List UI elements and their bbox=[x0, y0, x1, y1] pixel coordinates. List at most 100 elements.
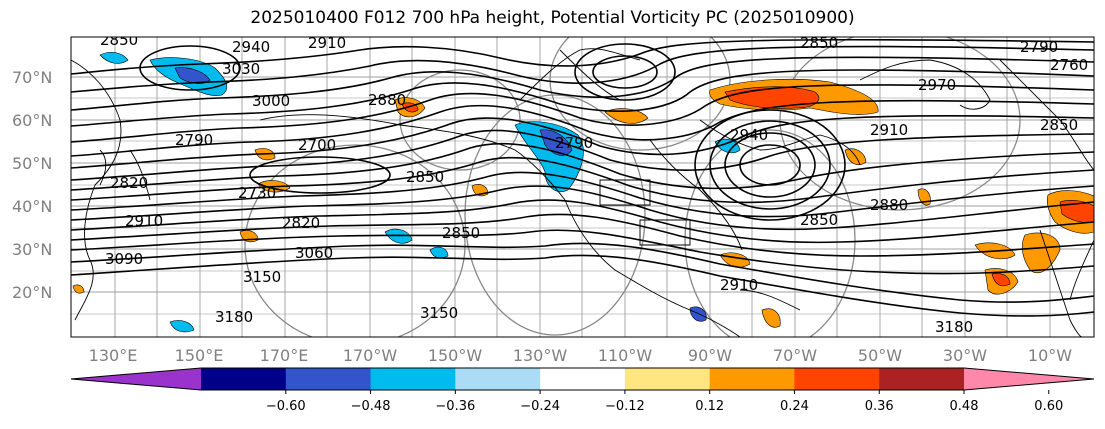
colorbar-swatch bbox=[709, 368, 795, 390]
colorbar: −0.60 −0.48 −0.36 −0.24 −0.12 0.12 0.24 0.36 0.4… bbox=[70, 367, 1095, 414]
colorbar-swatch bbox=[964, 368, 1094, 390]
contour-label: 3090 bbox=[105, 250, 143, 268]
colorbar-swatch bbox=[455, 368, 541, 390]
lat-label: 60°N bbox=[12, 111, 52, 130]
lon-label: 150°W bbox=[428, 346, 483, 365]
height-contour bbox=[71, 213, 1094, 257]
contour-label: 3030 bbox=[222, 60, 260, 78]
colorbar-outline bbox=[70, 367, 1095, 391]
map-title: 2025010400 F012 700 hPa height, Potentia… bbox=[250, 8, 855, 28]
colorbar-swatch bbox=[540, 368, 626, 390]
contour-label: 2850 bbox=[800, 211, 838, 229]
contour-label: 3180 bbox=[935, 318, 973, 336]
height-contour bbox=[592, 55, 658, 89]
contour-label: 2910 bbox=[125, 212, 163, 230]
contour-label: 2850 bbox=[406, 168, 444, 186]
height-contour bbox=[71, 199, 1094, 244]
height-contour bbox=[724, 132, 816, 198]
lat-label: 20°N bbox=[12, 283, 52, 302]
contour-label: 2790 bbox=[175, 131, 213, 149]
pv-area bbox=[174, 67, 211, 84]
contour-label: 2730 bbox=[238, 184, 276, 202]
height-contour bbox=[71, 45, 1094, 93]
height-contour bbox=[71, 242, 1094, 303]
colorbar-swatch bbox=[285, 368, 372, 390]
contour-label: 2790 bbox=[555, 134, 593, 152]
colorbar-tick-label: −0.60 bbox=[266, 399, 306, 414]
colorbar-swatch bbox=[71, 368, 201, 390]
height-contour bbox=[71, 142, 1094, 191]
height-contour bbox=[71, 156, 1094, 204]
pv-area bbox=[1059, 200, 1094, 223]
lon-label: 110°W bbox=[598, 346, 653, 365]
pv-negative-areas bbox=[99, 51, 741, 333]
pv-area bbox=[604, 108, 649, 124]
height-contour bbox=[574, 43, 676, 101]
contour-label: 3180 bbox=[215, 308, 253, 326]
height-contour bbox=[739, 144, 801, 186]
lon-label: 130°W bbox=[513, 346, 568, 365]
colorbar-swatch bbox=[794, 368, 880, 390]
colorbar-swatch bbox=[370, 368, 456, 390]
coastlines bbox=[71, 48, 1094, 337]
lon-label: 90°W bbox=[688, 346, 732, 365]
height-contour bbox=[71, 99, 1094, 157]
height-contour bbox=[71, 254, 1094, 317]
height-contour bbox=[694, 109, 846, 221]
lat-label: 70°N bbox=[12, 68, 52, 87]
height-contours bbox=[71, 38, 1094, 317]
colorbar-tick-label: 0.48 bbox=[950, 399, 979, 414]
contour-label: 3060 bbox=[295, 244, 333, 262]
pv-area bbox=[169, 320, 195, 333]
height-contour bbox=[139, 45, 241, 91]
contour-label: 2940 bbox=[730, 126, 768, 144]
colorbar-tick-label: −0.24 bbox=[520, 399, 560, 414]
pv-area bbox=[72, 284, 85, 294]
height-contour bbox=[71, 185, 1094, 231]
contour-labels: 2850 2940 2910 3030 3000 2880 2850 2970 … bbox=[100, 31, 1088, 336]
pv-area bbox=[714, 138, 741, 154]
contour-label: 2910 bbox=[308, 34, 346, 52]
contour-label: 2850 bbox=[800, 34, 838, 52]
height-contour bbox=[71, 114, 1094, 169]
height-contour bbox=[709, 120, 831, 210]
colorbar-tick-label: 0.12 bbox=[695, 399, 724, 414]
height-contour bbox=[71, 84, 1094, 143]
lat-label: 40°N bbox=[12, 197, 52, 216]
lat-label: 30°N bbox=[12, 240, 52, 259]
colorbar-tick-label: 0.24 bbox=[780, 399, 809, 414]
pv-area bbox=[514, 121, 584, 192]
height-contour bbox=[71, 129, 1094, 181]
contour-label: 2910 bbox=[720, 276, 758, 294]
pv-area bbox=[689, 306, 707, 322]
height-contour bbox=[71, 38, 1094, 75]
lon-label: 50°W bbox=[858, 346, 902, 365]
range-rings bbox=[244, 37, 1021, 337]
colorbar-tick-label: 0.60 bbox=[1034, 399, 1063, 414]
contour-label: 2790 bbox=[1020, 38, 1058, 56]
contour-label: 2850 bbox=[442, 224, 480, 242]
lon-label: 170°W bbox=[343, 346, 398, 365]
height-contour bbox=[71, 56, 1094, 111]
lon-label: 130°E bbox=[89, 346, 138, 365]
contour-label: 2850 bbox=[100, 31, 138, 49]
pv-area bbox=[429, 246, 449, 259]
contour-label: 2940 bbox=[232, 38, 270, 56]
colorbar-swatch bbox=[879, 368, 965, 390]
contour-label: 2880 bbox=[870, 196, 908, 214]
contour-label: 2820 bbox=[282, 214, 320, 232]
contour-label: 2850 bbox=[1040, 116, 1078, 134]
contour-label: 3150 bbox=[420, 304, 458, 322]
contour-label: 2970 bbox=[918, 76, 956, 94]
latitude-labels: 70°N 60°N 50°N 40°N 30°N 20°N bbox=[12, 68, 52, 302]
colorbar-tick-label: −0.48 bbox=[351, 399, 391, 414]
colorbar-swatch bbox=[201, 368, 287, 390]
height-contour bbox=[71, 229, 1094, 275]
colorbar-tick-label: −0.36 bbox=[435, 399, 475, 414]
longitude-labels: 130°E 150°E 170°E 170°W 150°W 130°W 110°… bbox=[89, 346, 1073, 365]
lon-label: 170°E bbox=[260, 346, 309, 365]
colorbar-tick-label: 0.36 bbox=[865, 399, 894, 414]
contour-label: 2820 bbox=[110, 174, 148, 192]
colorbar-tick-label: −0.12 bbox=[605, 399, 645, 414]
